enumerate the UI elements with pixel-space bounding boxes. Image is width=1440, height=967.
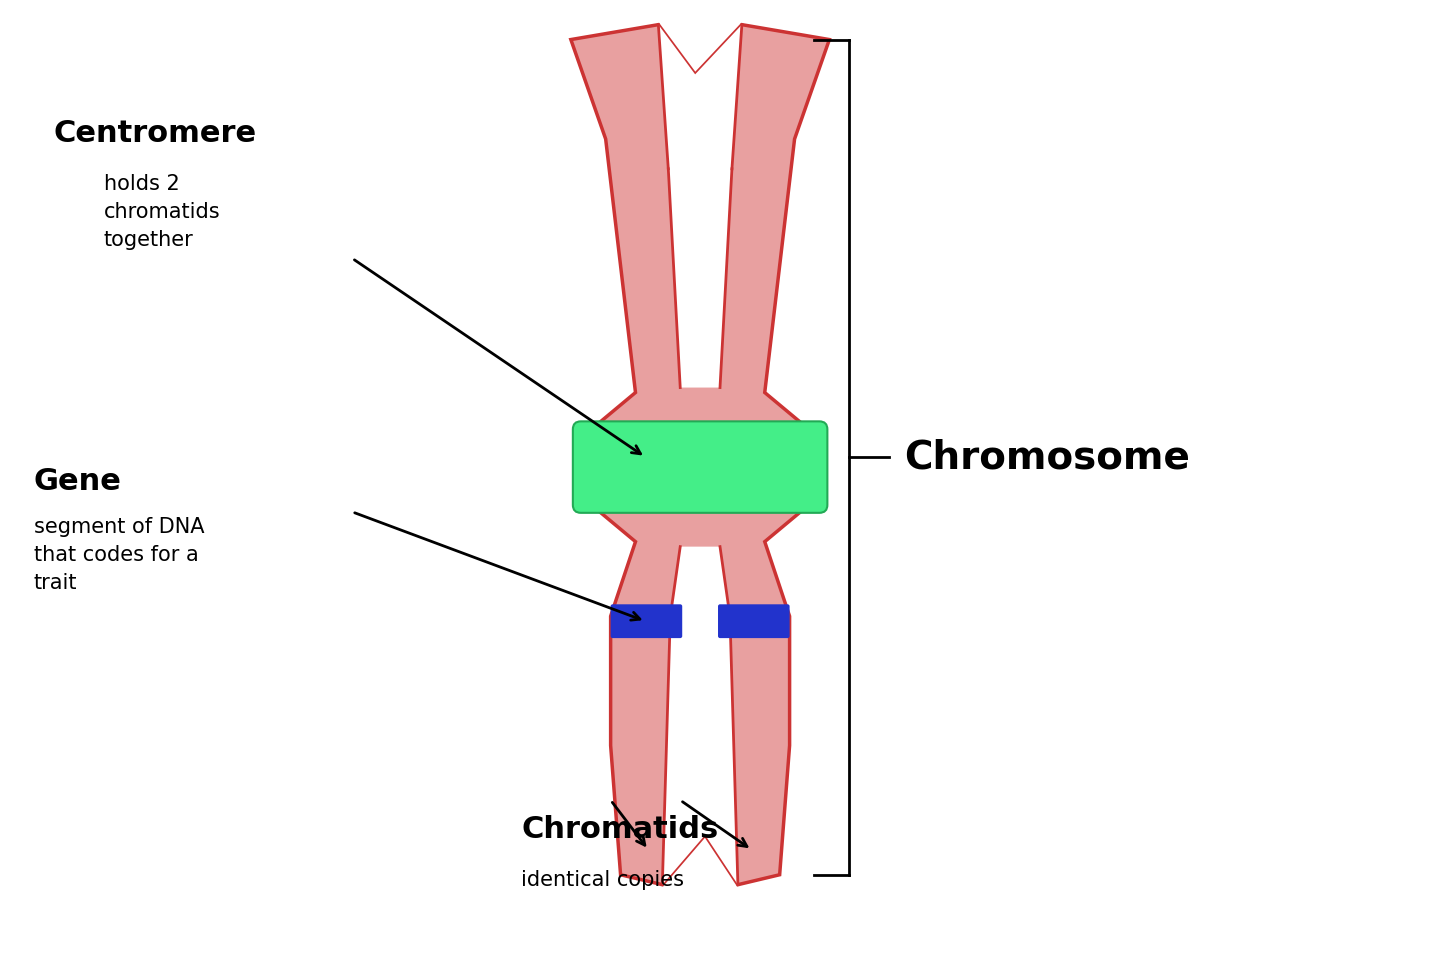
Text: Chromosome: Chromosome	[904, 438, 1189, 476]
Text: identical copies: identical copies	[521, 869, 684, 890]
Polygon shape	[658, 24, 742, 388]
Polygon shape	[570, 24, 829, 885]
Polygon shape	[662, 546, 737, 885]
Text: Gene: Gene	[35, 467, 122, 496]
Text: segment of DNA
that codes for a
trait: segment of DNA that codes for a trait	[35, 516, 204, 593]
FancyBboxPatch shape	[719, 604, 789, 638]
Text: Centromere: Centromere	[53, 119, 256, 148]
FancyBboxPatch shape	[611, 604, 683, 638]
Text: holds 2
chromatids
together: holds 2 chromatids together	[104, 174, 220, 249]
Text: Chromatids: Chromatids	[521, 815, 719, 844]
FancyBboxPatch shape	[573, 422, 828, 513]
